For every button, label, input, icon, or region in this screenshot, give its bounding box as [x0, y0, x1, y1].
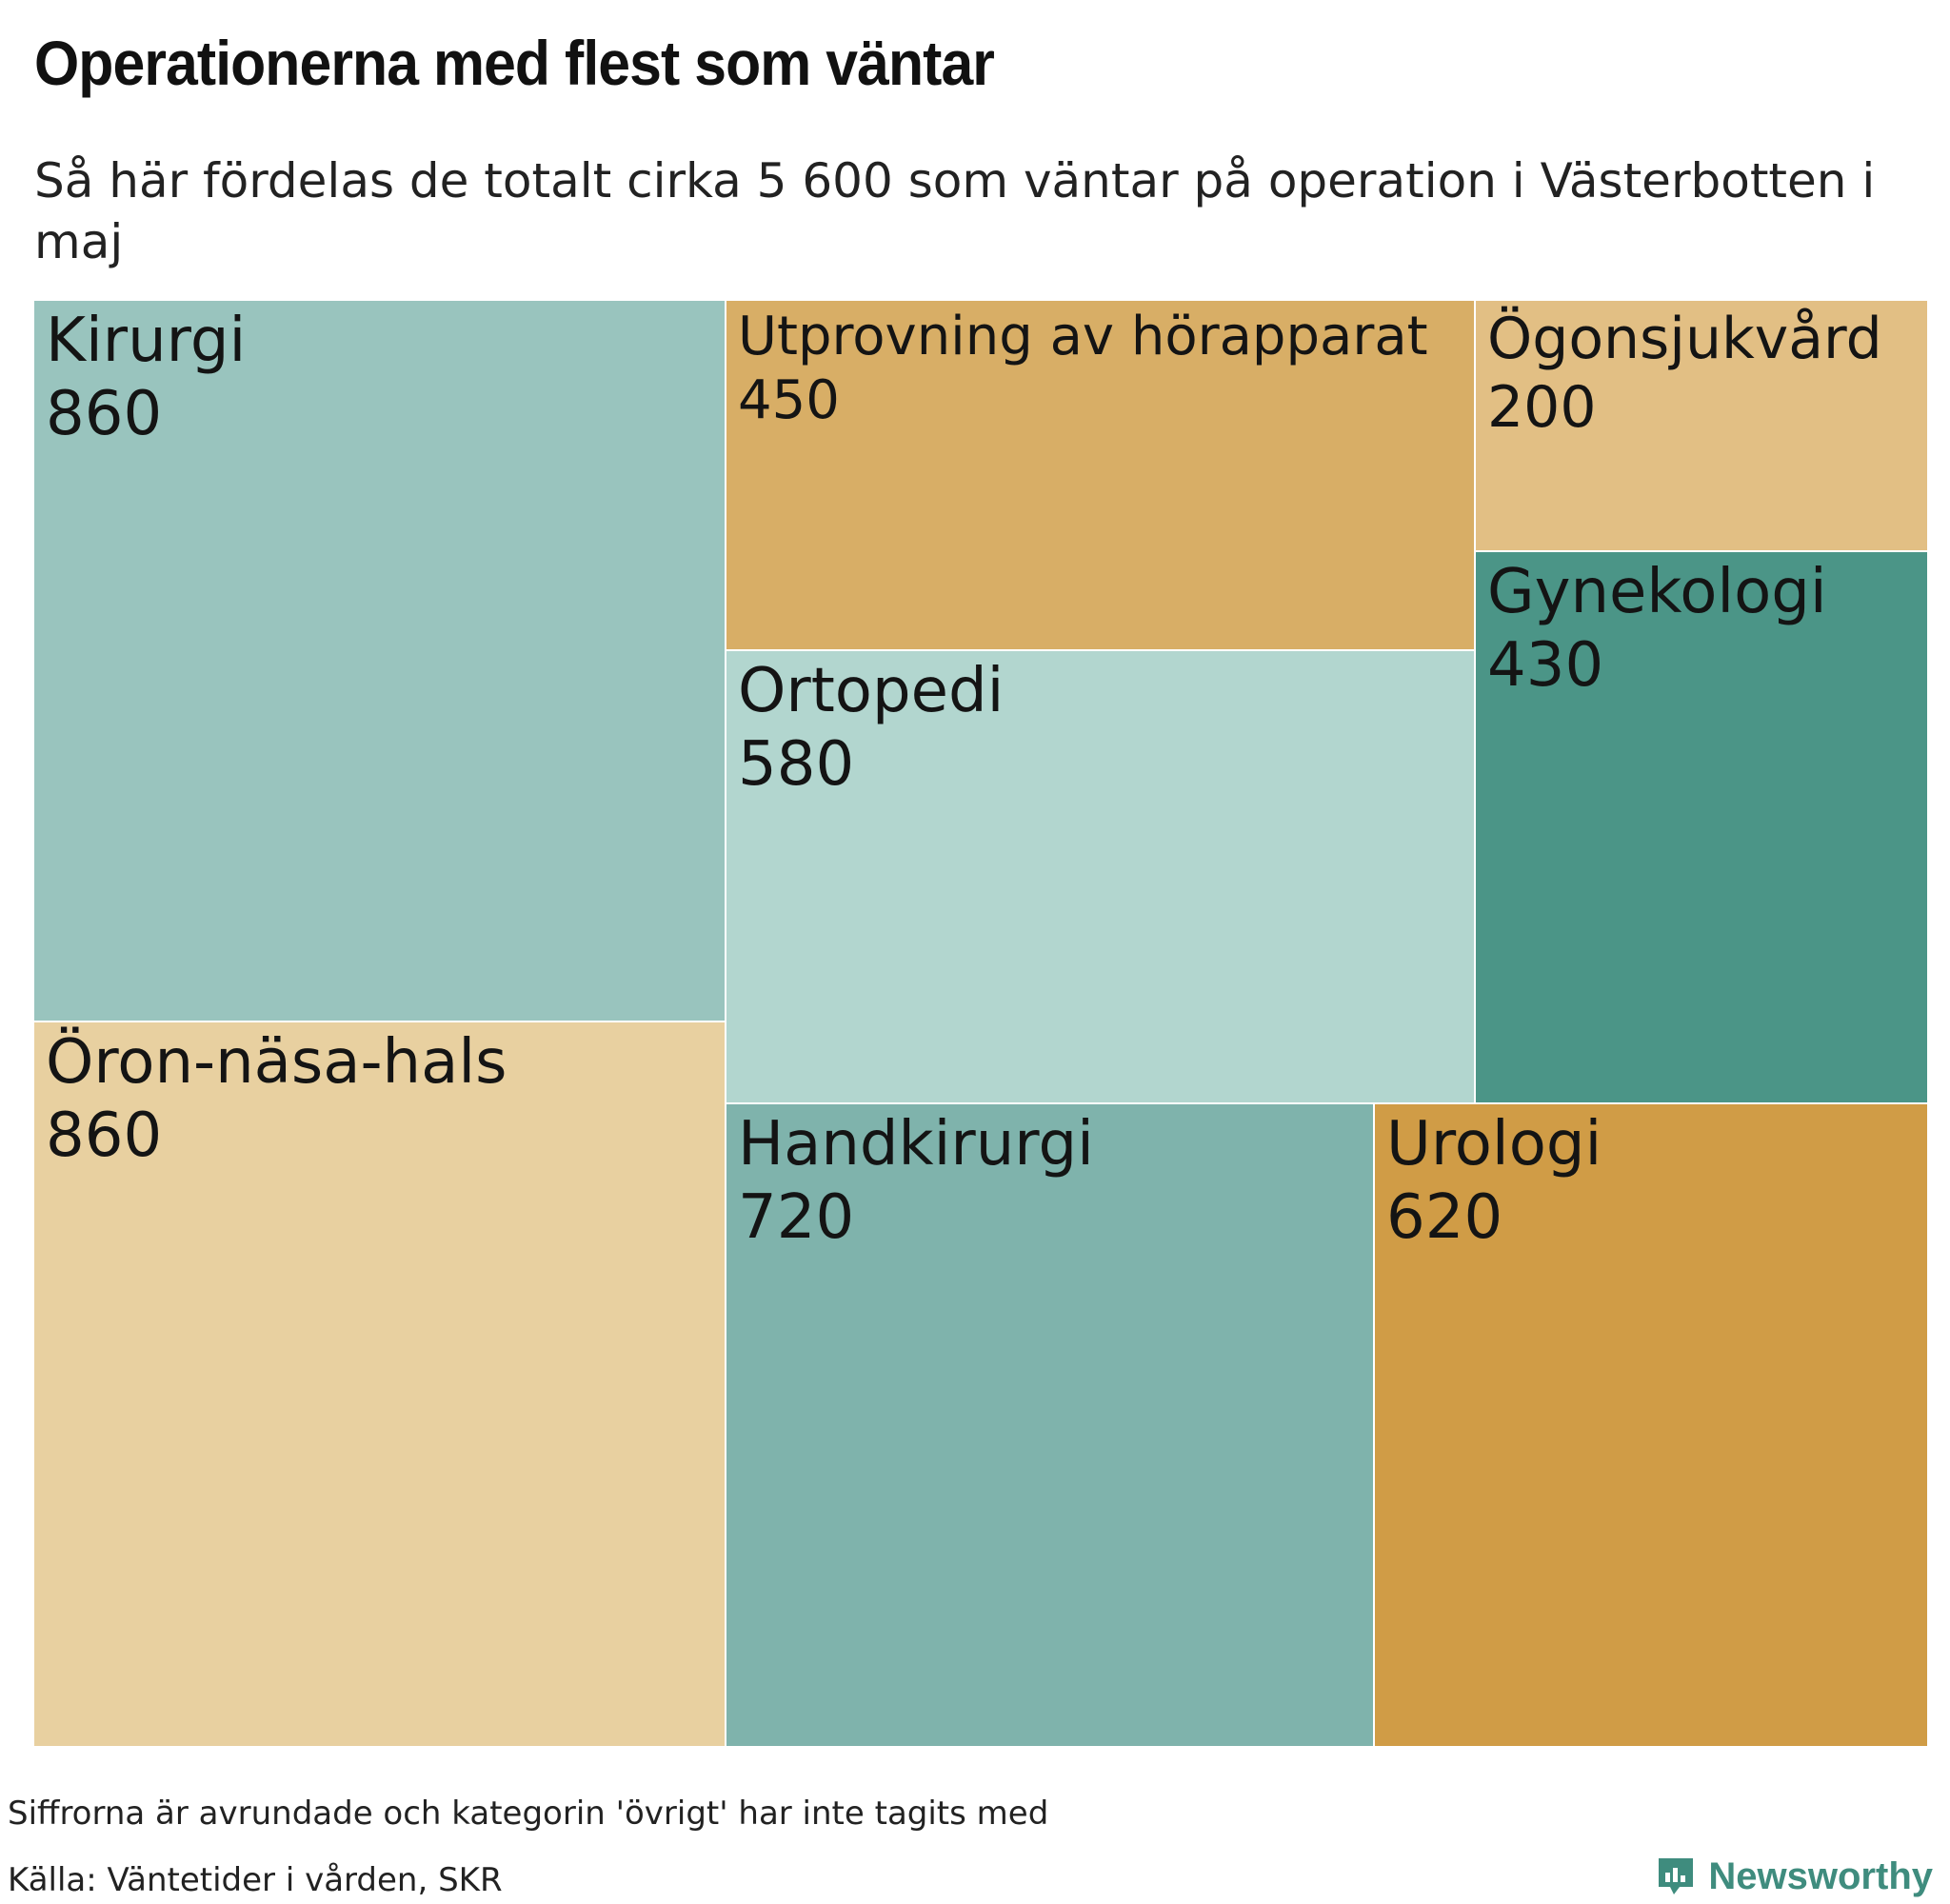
chart-source: Källa: Väntetider i vården, SKR	[8, 1861, 503, 1899]
tile-5-value: 620	[1386, 1181, 1503, 1253]
tile-5: Urologi 620	[1374, 1103, 1928, 1747]
tile-1-text: Öron-näsa-hals 860	[46, 1026, 507, 1173]
newsworthy-logo-icon	[1659, 1858, 1694, 1894]
tile-3-value: 580	[738, 728, 855, 800]
treemap-chart: Kirurgi 860 Öron-näsa-hals 860 Utprovning av…	[33, 300, 1928, 1747]
chart-subtitle: Så här fördelas de totalt cirka 5 600 so…	[34, 153, 1876, 269]
tile-7: Gynekologi 430	[1475, 551, 1928, 1103]
tile-1-value: 860	[46, 1100, 163, 1171]
tile-6-value: 200	[1487, 374, 1597, 441]
tile-2-label: Utprovning av hörapparat	[738, 306, 1428, 367]
tile-0-value: 860	[46, 378, 163, 449]
tile-6-text: Ögonsjukvård 200	[1487, 305, 1882, 442]
tile-0-label: Kirurgi	[46, 306, 247, 376]
chart-title: Operationerna med flest som väntar	[34, 28, 995, 98]
tile-2-text: Utprovning av hörapparat 450	[738, 305, 1428, 432]
chart-note: Siffrorna är avrundade och kategorin 'öv…	[8, 1795, 1049, 1833]
tile-5-label: Urologi	[1386, 1109, 1602, 1180]
tile-1-label: Öron-näsa-hals	[46, 1027, 507, 1098]
tile-2: Utprovning av hörapparat 450	[726, 300, 1475, 650]
tile-3-text: Ortopedi 580	[738, 655, 1004, 802]
tile-7-text: Gynekologi 430	[1487, 556, 1827, 703]
tile-7-label: Gynekologi	[1487, 557, 1827, 627]
tile-3-label: Ortopedi	[738, 656, 1005, 726]
tile-4-value: 720	[738, 1181, 855, 1253]
brand-logo: Newsworthy	[1655, 1854, 1933, 1898]
tile-4-text: Handkirurgi 720	[738, 1108, 1094, 1255]
brand-name: Newsworthy	[1708, 1854, 1933, 1897]
tile-1: Öron-näsa-hals 860	[33, 1021, 726, 1747]
tile-6-label: Ögonsjukvård	[1487, 306, 1882, 372]
tile-6: Ögonsjukvård 200	[1475, 300, 1928, 551]
tile-0-text: Kirurgi 860	[46, 305, 246, 451]
tile-7-value: 430	[1487, 629, 1604, 701]
tile-3: Ortopedi 580	[726, 650, 1475, 1103]
tile-4-label: Handkirurgi	[738, 1109, 1094, 1180]
tile-2-value: 450	[738, 369, 840, 432]
tile-4: Handkirurgi 720	[726, 1103, 1374, 1747]
tile-0: Kirurgi 860	[33, 300, 726, 1021]
tile-5-text: Urologi 620	[1386, 1108, 1602, 1255]
